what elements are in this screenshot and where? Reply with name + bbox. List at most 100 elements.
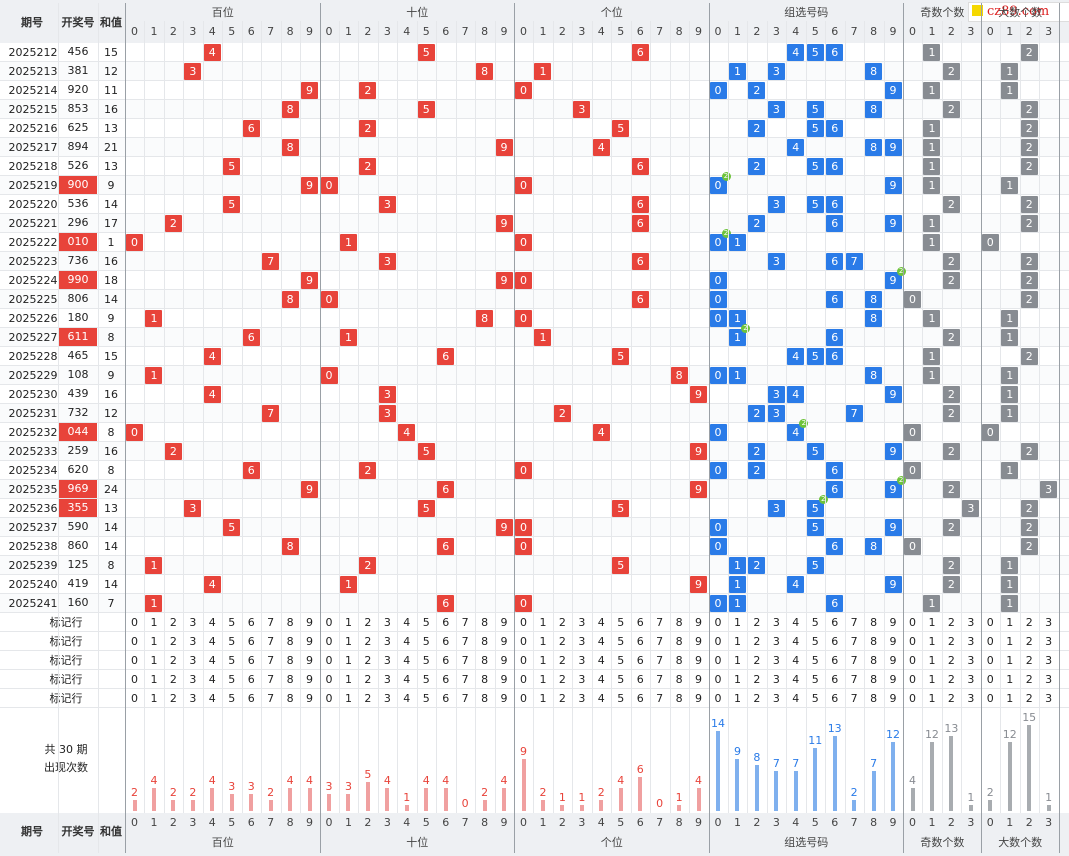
mark-digit[interactable]: 6	[636, 616, 644, 629]
mark-digit[interactable]: 3	[189, 692, 197, 705]
mark-digit[interactable]: 9	[500, 654, 508, 667]
mark-digit[interactable]: 1	[928, 616, 936, 629]
mark-digit[interactable]: 0	[520, 692, 527, 705]
mark-digit[interactable]: 2	[364, 616, 372, 629]
mark-digit[interactable]: 0	[714, 635, 722, 648]
mark-digit[interactable]: 8	[481, 635, 489, 648]
mark-digit[interactable]: 0	[131, 673, 138, 686]
mark-digit[interactable]: 3	[189, 654, 197, 667]
mark-digit[interactable]: 3	[1045, 654, 1053, 667]
mark-digit[interactable]: 0	[325, 616, 333, 629]
mark-digit[interactable]: 0	[909, 635, 916, 648]
mark-digit[interactable]: 7	[267, 635, 275, 648]
mark-digit[interactable]: 0	[131, 635, 138, 648]
mark-digit[interactable]: 7	[850, 654, 858, 667]
mark-digit[interactable]: 9	[695, 635, 703, 648]
mark-digit[interactable]: 2	[364, 635, 372, 648]
mark-digit[interactable]: 5	[228, 616, 236, 629]
mark-digit[interactable]: 3	[1045, 692, 1053, 705]
mark-digit[interactable]: 8	[870, 692, 878, 705]
mark-digit[interactable]: 0	[909, 616, 916, 629]
mark-digit[interactable]: 4	[597, 692, 605, 705]
mark-digit[interactable]: 0	[131, 654, 138, 667]
mark-digit[interactable]: 9	[500, 673, 508, 686]
mark-digit[interactable]: 9	[695, 673, 703, 686]
mark-digit[interactable]: 3	[967, 692, 975, 705]
mark-digit[interactable]: 6	[831, 616, 839, 629]
mark-digit[interactable]: 8	[675, 673, 683, 686]
mark-digit[interactable]: 3	[772, 616, 780, 629]
mark-digit[interactable]: 1	[150, 635, 158, 648]
mark-digit[interactable]: 8	[481, 692, 489, 705]
mark-digit[interactable]: 8	[481, 673, 489, 686]
mark-digit[interactable]: 8	[870, 673, 878, 686]
mark-digit[interactable]: 7	[656, 635, 664, 648]
site-logo[interactable]: cz89.com	[968, 2, 1069, 22]
mark-digit[interactable]: 0	[325, 654, 333, 667]
mark-digit[interactable]: 1	[733, 654, 741, 667]
mark-digit[interactable]: 7	[850, 673, 858, 686]
mark-digit[interactable]: 5	[228, 692, 236, 705]
mark-digit[interactable]: 3	[967, 673, 975, 686]
mark-digit[interactable]: 2	[558, 673, 566, 686]
mark-digit[interactable]: 7	[267, 692, 275, 705]
mark-digit[interactable]: 3	[772, 692, 780, 705]
mark-digit[interactable]: 5	[617, 616, 625, 629]
mark-digit[interactable]: 8	[286, 654, 294, 667]
mark-digit[interactable]: 9	[500, 616, 508, 629]
mark-digit[interactable]: 6	[831, 635, 839, 648]
mark-digit[interactable]: 8	[286, 635, 294, 648]
mark-digit[interactable]: 6	[831, 654, 839, 667]
mark-digit[interactable]: 5	[422, 654, 430, 667]
mark-digit[interactable]: 1	[928, 692, 936, 705]
mark-digit[interactable]: 3	[578, 616, 586, 629]
mark-digit[interactable]: 4	[403, 654, 411, 667]
mark-digit[interactable]: 4	[597, 616, 605, 629]
mark-digit[interactable]: 4	[792, 635, 800, 648]
mark-digit[interactable]: 6	[636, 692, 644, 705]
mark-digit[interactable]: 8	[675, 616, 683, 629]
mark-digit[interactable]: 5	[422, 616, 430, 629]
mark-digit[interactable]: 4	[208, 616, 216, 629]
mark-digit[interactable]: 7	[461, 654, 469, 667]
mark-digit[interactable]: 3	[189, 616, 197, 629]
mark-digit[interactable]: 6	[636, 654, 644, 667]
mark-digit[interactable]: 6	[247, 654, 255, 667]
mark-digit[interactable]: 7	[656, 692, 664, 705]
mark-digit[interactable]: 3	[383, 616, 391, 629]
mark-digit[interactable]: 7	[850, 635, 858, 648]
mark-digit[interactable]: 6	[247, 635, 255, 648]
mark-digit[interactable]: 0	[520, 616, 527, 629]
mark-digit[interactable]: 1	[733, 635, 741, 648]
mark-digit[interactable]: 5	[811, 616, 819, 629]
mark-digit[interactable]: 1	[150, 616, 158, 629]
mark-digit[interactable]: 9	[889, 635, 897, 648]
mark-digit[interactable]: 9	[306, 654, 314, 667]
mark-digit[interactable]: 1	[928, 654, 936, 667]
mark-digit[interactable]: 1	[150, 692, 158, 705]
mark-digit[interactable]: 2	[947, 692, 955, 705]
mark-digit[interactable]: 1	[344, 673, 352, 686]
mark-digit[interactable]: 0	[714, 673, 722, 686]
mark-digit[interactable]: 8	[870, 635, 878, 648]
mark-digit[interactable]: 0	[131, 616, 138, 629]
mark-digit[interactable]: 2	[1025, 635, 1033, 648]
mark-row[interactable]	[0, 670, 1069, 689]
mark-digit[interactable]: 7	[267, 616, 275, 629]
mark-digit[interactable]: 7	[656, 673, 664, 686]
mark-digit[interactable]: 3	[967, 616, 975, 629]
mark-digit[interactable]: 1	[928, 635, 936, 648]
mark-digit[interactable]: 6	[831, 673, 839, 686]
mark-digit[interactable]: 6	[636, 635, 644, 648]
mark-digit[interactable]: 9	[889, 654, 897, 667]
mark-digit[interactable]: 0	[325, 673, 333, 686]
mark-digit[interactable]: 0	[520, 635, 527, 648]
mark-digit[interactable]: 5	[422, 692, 430, 705]
mark-digit[interactable]: 0	[520, 673, 527, 686]
mark-digit[interactable]: 6	[247, 616, 255, 629]
mark-digit[interactable]: 1	[1006, 654, 1014, 667]
mark-digit[interactable]: 3	[578, 692, 586, 705]
mark-digit[interactable]: 1	[344, 616, 352, 629]
mark-digit[interactable]: 4	[403, 616, 411, 629]
mark-digit[interactable]: 1	[733, 692, 741, 705]
